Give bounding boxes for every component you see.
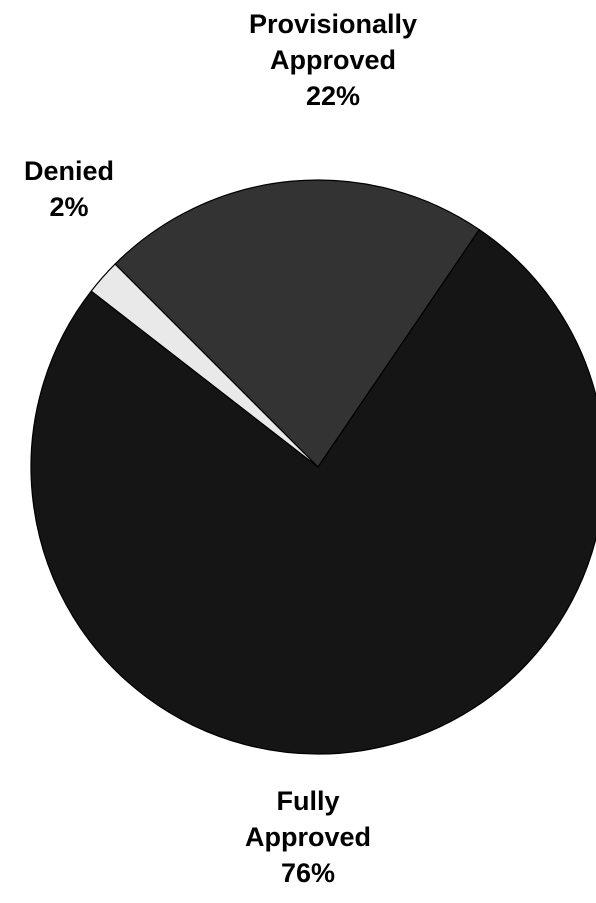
slice-label-line: Approved	[269, 45, 396, 75]
pie-slice-provisionally-approved	[114, 179, 480, 468]
slice-percent: 22%	[305, 81, 361, 111]
slice-label-line: Provisionally	[248, 9, 418, 39]
slice-label-denied: Denied 2%	[4, 153, 134, 225]
slice-label-line: Approved	[244, 822, 371, 852]
slice-label-provisionally-approved: Provisionally Approved 22%	[208, 6, 458, 114]
slice-label-line: Denied	[23, 156, 115, 186]
slice-percent: 76%	[280, 858, 336, 888]
slice-label-fully-approved: Fully Approved 76%	[198, 783, 418, 891]
pie-slice-denied	[90, 263, 319, 468]
slice-label-line: Fully	[276, 786, 340, 816]
pie-slice-fully-approved	[30, 229, 596, 755]
slice-percent: 2%	[49, 192, 89, 222]
